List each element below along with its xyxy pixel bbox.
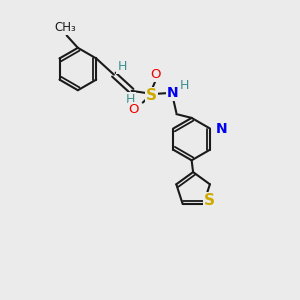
Text: S: S [204,193,215,208]
Text: N: N [167,86,178,100]
Text: O: O [150,68,160,81]
Text: O: O [129,103,139,116]
Text: CH₃: CH₃ [54,21,76,34]
Text: H: H [179,79,189,92]
Text: S: S [146,88,157,103]
Text: H: H [117,60,127,73]
Text: N: N [215,122,227,136]
Text: H: H [125,93,135,106]
